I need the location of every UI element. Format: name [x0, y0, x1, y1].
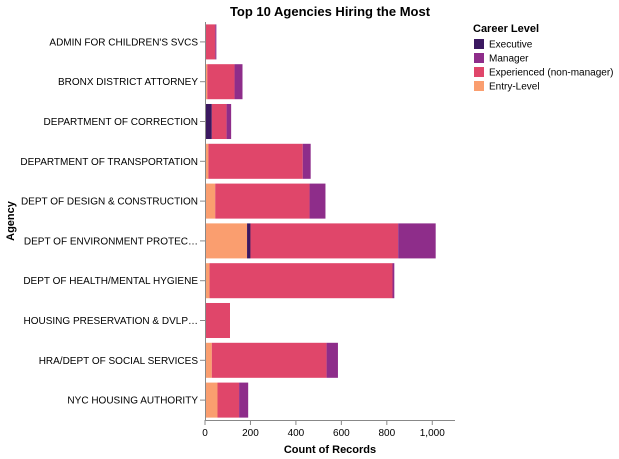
- bar-segment: [217, 382, 240, 418]
- bar-segment: [326, 342, 338, 378]
- bar-segment: [209, 263, 393, 299]
- y-tick-label: HRA/DEPT OF SOCIAL SERVICES: [39, 356, 199, 367]
- y-tick-label: HOUSING PRESERVATION & DVLP…: [24, 316, 198, 327]
- y-tick-label: DEPARTMENT OF CORRECTION: [44, 117, 198, 128]
- bar-segment: [205, 382, 218, 418]
- legend: Career Level Executive Manager Experienced…: [473, 23, 614, 93]
- bar-segment: [207, 64, 235, 100]
- y-tick-label: DEPARTMENT OF TRANSPORTATION: [20, 157, 198, 168]
- x-tick-label: 600: [333, 428, 350, 439]
- bars-layer: [205, 24, 436, 418]
- bar-segment: [205, 342, 212, 378]
- x-tick-label: 800: [378, 428, 395, 439]
- legend-swatch: [474, 39, 484, 49]
- legend-swatch: [474, 81, 484, 91]
- legend-label: Executive: [489, 40, 533, 51]
- bar-segment: [247, 223, 251, 259]
- bar-segment: [215, 183, 310, 219]
- bar-segment: [205, 64, 208, 100]
- bar-segment: [205, 143, 209, 179]
- legend-label: Manager: [489, 54, 529, 65]
- bar-segment: [205, 103, 212, 140]
- bar-segment: [205, 183, 216, 219]
- bar-segment: [208, 143, 303, 179]
- y-tick-label: NYC HOUSING AUTHORITY: [67, 396, 198, 407]
- y-axis-title: Agency: [5, 200, 17, 241]
- y-tick-label: DEPT OF DESIGN & CONSTRUCTION: [21, 197, 198, 208]
- bar-segment: [239, 382, 249, 418]
- x-tick-label: 1,000: [420, 428, 445, 439]
- legend-title: Career Level: [473, 23, 539, 35]
- x-axis: 0 200 400 600 800 1,000: [202, 420, 455, 439]
- x-tick-label: 0: [202, 428, 208, 439]
- bar-segment: [398, 223, 436, 259]
- bar-segment: [205, 302, 230, 339]
- y-axis: ADMIN FOR CHILDREN'S SVCS BRONX DISTRICT …: [20, 22, 206, 420]
- bar-segment: [211, 103, 227, 140]
- legend-label: Experienced (non-manager): [489, 68, 614, 79]
- legend-swatch: [474, 53, 484, 63]
- bar-segment: [205, 223, 248, 259]
- legend-label: Entry-Level: [489, 82, 540, 93]
- y-tick-label: DEPT OF HEALTH/MENTAL HYGIENE: [23, 276, 198, 287]
- bar-segment: [211, 342, 327, 378]
- chart-title: Top 10 Agencies Hiring the Most: [230, 4, 431, 19]
- bar-segment: [392, 263, 395, 299]
- y-tick-label: BRONX DISTRICT ATTORNEY: [58, 77, 198, 88]
- bar-segment: [250, 223, 399, 259]
- legend-swatch: [474, 67, 484, 77]
- y-tick-label: DEPT OF ENVIRONMENT PROTEC…: [24, 236, 198, 247]
- bar-segment: [205, 263, 210, 299]
- x-tick-label: 400: [288, 428, 305, 439]
- bar-segment: [302, 143, 311, 179]
- x-tick-label: 200: [242, 428, 259, 439]
- bar-segment: [309, 183, 326, 219]
- bar-segment: [205, 24, 216, 60]
- bar-segment: [215, 24, 217, 60]
- x-axis-title: Count of Records: [284, 444, 376, 456]
- y-tick-label: ADMIN FOR CHILDREN'S SVCS: [49, 37, 198, 48]
- bar-segment: [226, 103, 232, 140]
- bar-segment: [234, 64, 243, 100]
